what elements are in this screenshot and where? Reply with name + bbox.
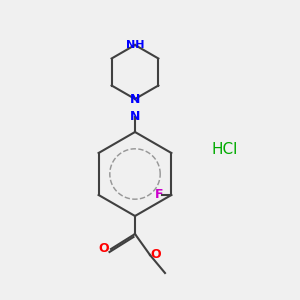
Text: O: O <box>151 248 161 262</box>
Text: O: O <box>98 242 109 256</box>
Text: NH: NH <box>126 40 144 50</box>
Text: N: N <box>130 110 140 124</box>
Text: F: F <box>155 188 164 202</box>
Text: HCl: HCl <box>212 142 238 158</box>
Text: N: N <box>130 92 140 106</box>
